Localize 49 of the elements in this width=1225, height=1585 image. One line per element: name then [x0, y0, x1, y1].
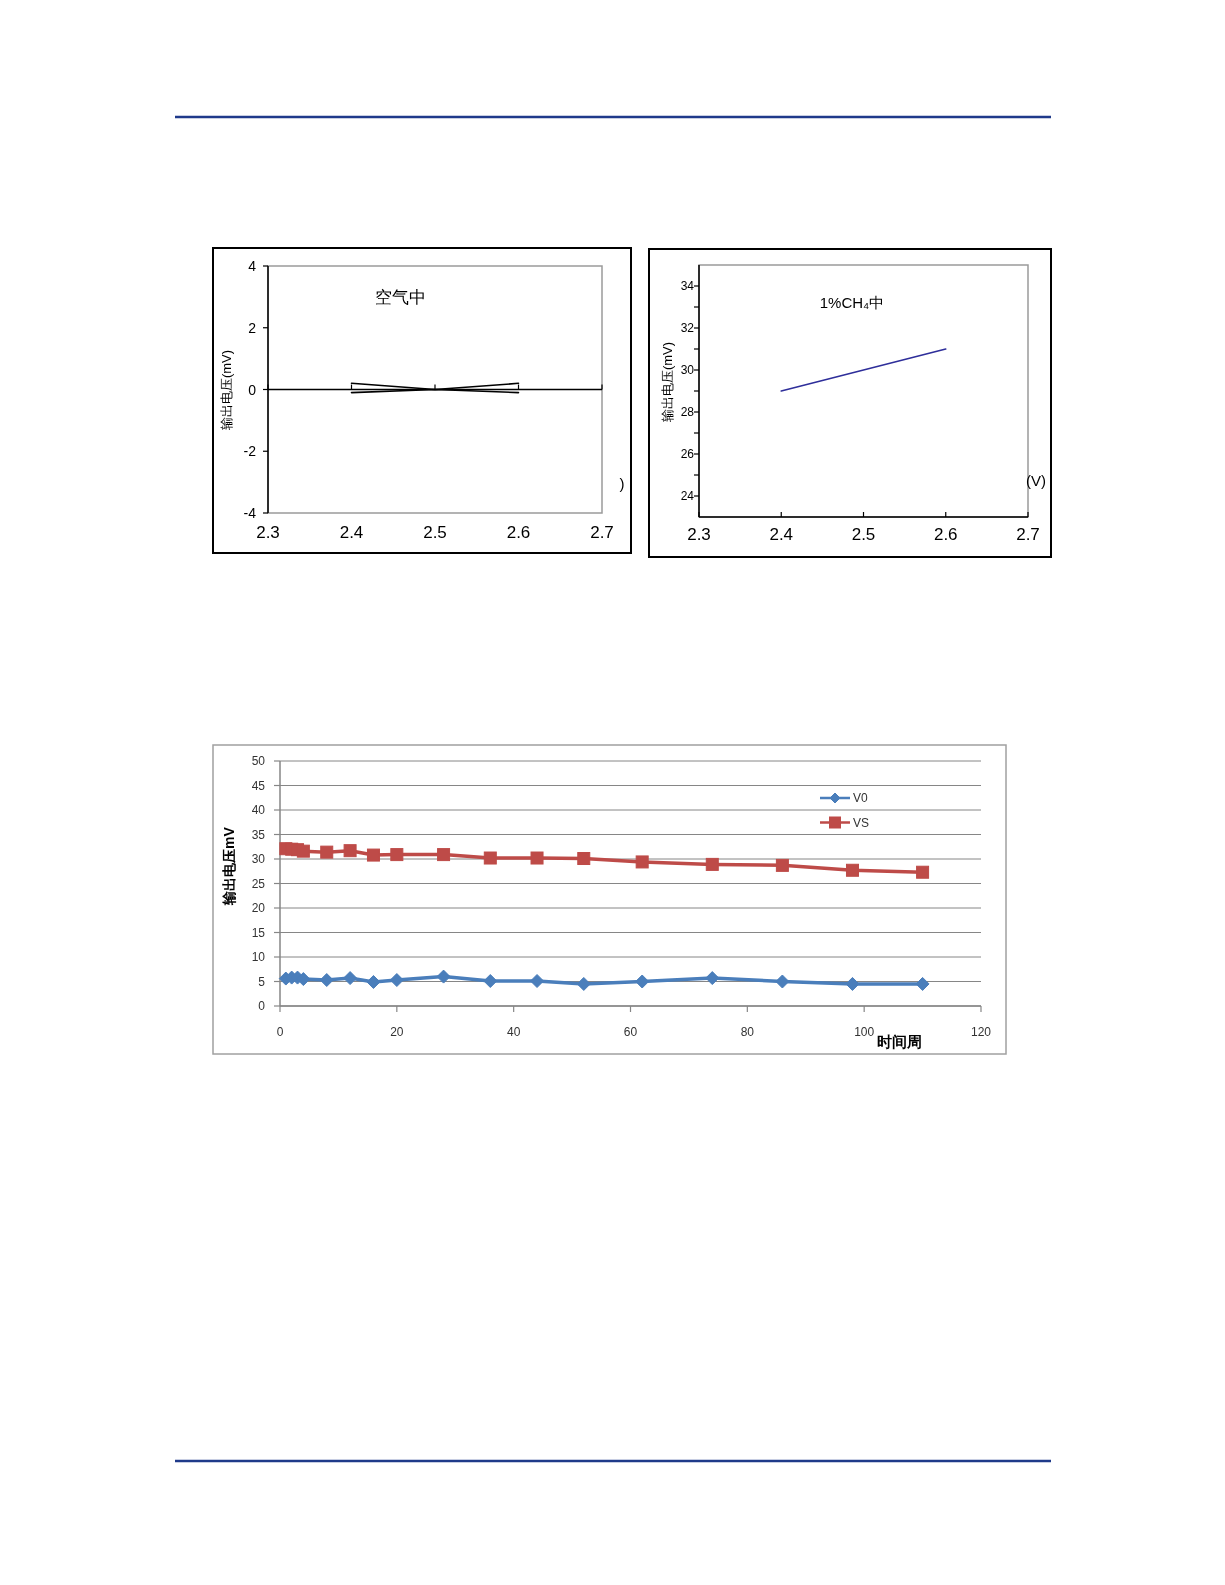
- y-axis-title: 输出电压mV: [221, 826, 237, 906]
- y-axis-title: 输出电压(mV): [218, 349, 234, 431]
- y-tick-label: 35: [251, 827, 266, 842]
- y-tick-label: 30: [251, 852, 266, 866]
- y-tick-label: 30: [680, 363, 695, 377]
- x-tick-label: 2.4: [339, 522, 364, 542]
- y-tick-label: 4: [248, 258, 257, 274]
- annotation: 1%CH₄中: [819, 293, 885, 311]
- x-tick-label: 120: [970, 1025, 992, 1039]
- y-tick-label: 34: [680, 279, 695, 293]
- x-tick-label: 100: [854, 1025, 875, 1039]
- y-tick-label: 2: [248, 319, 257, 336]
- x-tick-label: 20: [390, 1025, 404, 1039]
- y-tick-label: 40: [251, 803, 266, 817]
- x-axis-title: (V): [1026, 471, 1046, 489]
- annotation: 空气中: [374, 287, 426, 307]
- x-tick-label: 60: [623, 1025, 638, 1039]
- x-tick-label: 2.6: [506, 522, 531, 542]
- x-tick-label: 2.3: [687, 524, 711, 544]
- y-tick-label: 15: [251, 925, 266, 940]
- x-axis-title: 时间周: [877, 1032, 922, 1050]
- x-tick-label: 2.5: [851, 524, 876, 544]
- x-tick-label: 40: [506, 1025, 521, 1039]
- x-axis-title: ): [619, 474, 625, 492]
- y-tick-label: 24: [680, 489, 695, 503]
- x-tick-label: 0: [276, 1025, 284, 1039]
- y-tick-label: 10: [251, 950, 266, 964]
- x-tick-label: 2.6: [933, 524, 958, 544]
- x-tick-label: 2.3: [256, 522, 280, 542]
- y-tick-label: 0: [248, 381, 257, 398]
- y-tick-label: 25: [251, 876, 266, 891]
- x-tick-label: 2.5: [423, 522, 447, 542]
- y-tick-label: -4: [243, 505, 257, 521]
- y-tick-label: -2: [243, 443, 257, 460]
- y-axis-title: 输出电压(mV): [659, 341, 675, 423]
- y-tick-label: 20: [251, 901, 266, 915]
- y-tick-label: 45: [251, 778, 266, 793]
- x-tick-label: 2.7: [1016, 524, 1040, 544]
- y-tick-label: 50: [251, 754, 266, 768]
- legend-label: VS: [853, 815, 870, 830]
- y-tick-label: 28: [680, 405, 695, 419]
- legend-label: V0: [853, 791, 868, 805]
- y-tick-label: 26: [680, 447, 695, 461]
- y-tick-label: 5: [258, 974, 266, 989]
- y-tick-label: 0: [258, 999, 266, 1013]
- y-tick-label: 32: [680, 321, 695, 335]
- x-tick-label: 80: [740, 1025, 755, 1039]
- x-tick-label: 2.4: [769, 524, 794, 544]
- x-tick-label: 2.7: [590, 522, 614, 542]
